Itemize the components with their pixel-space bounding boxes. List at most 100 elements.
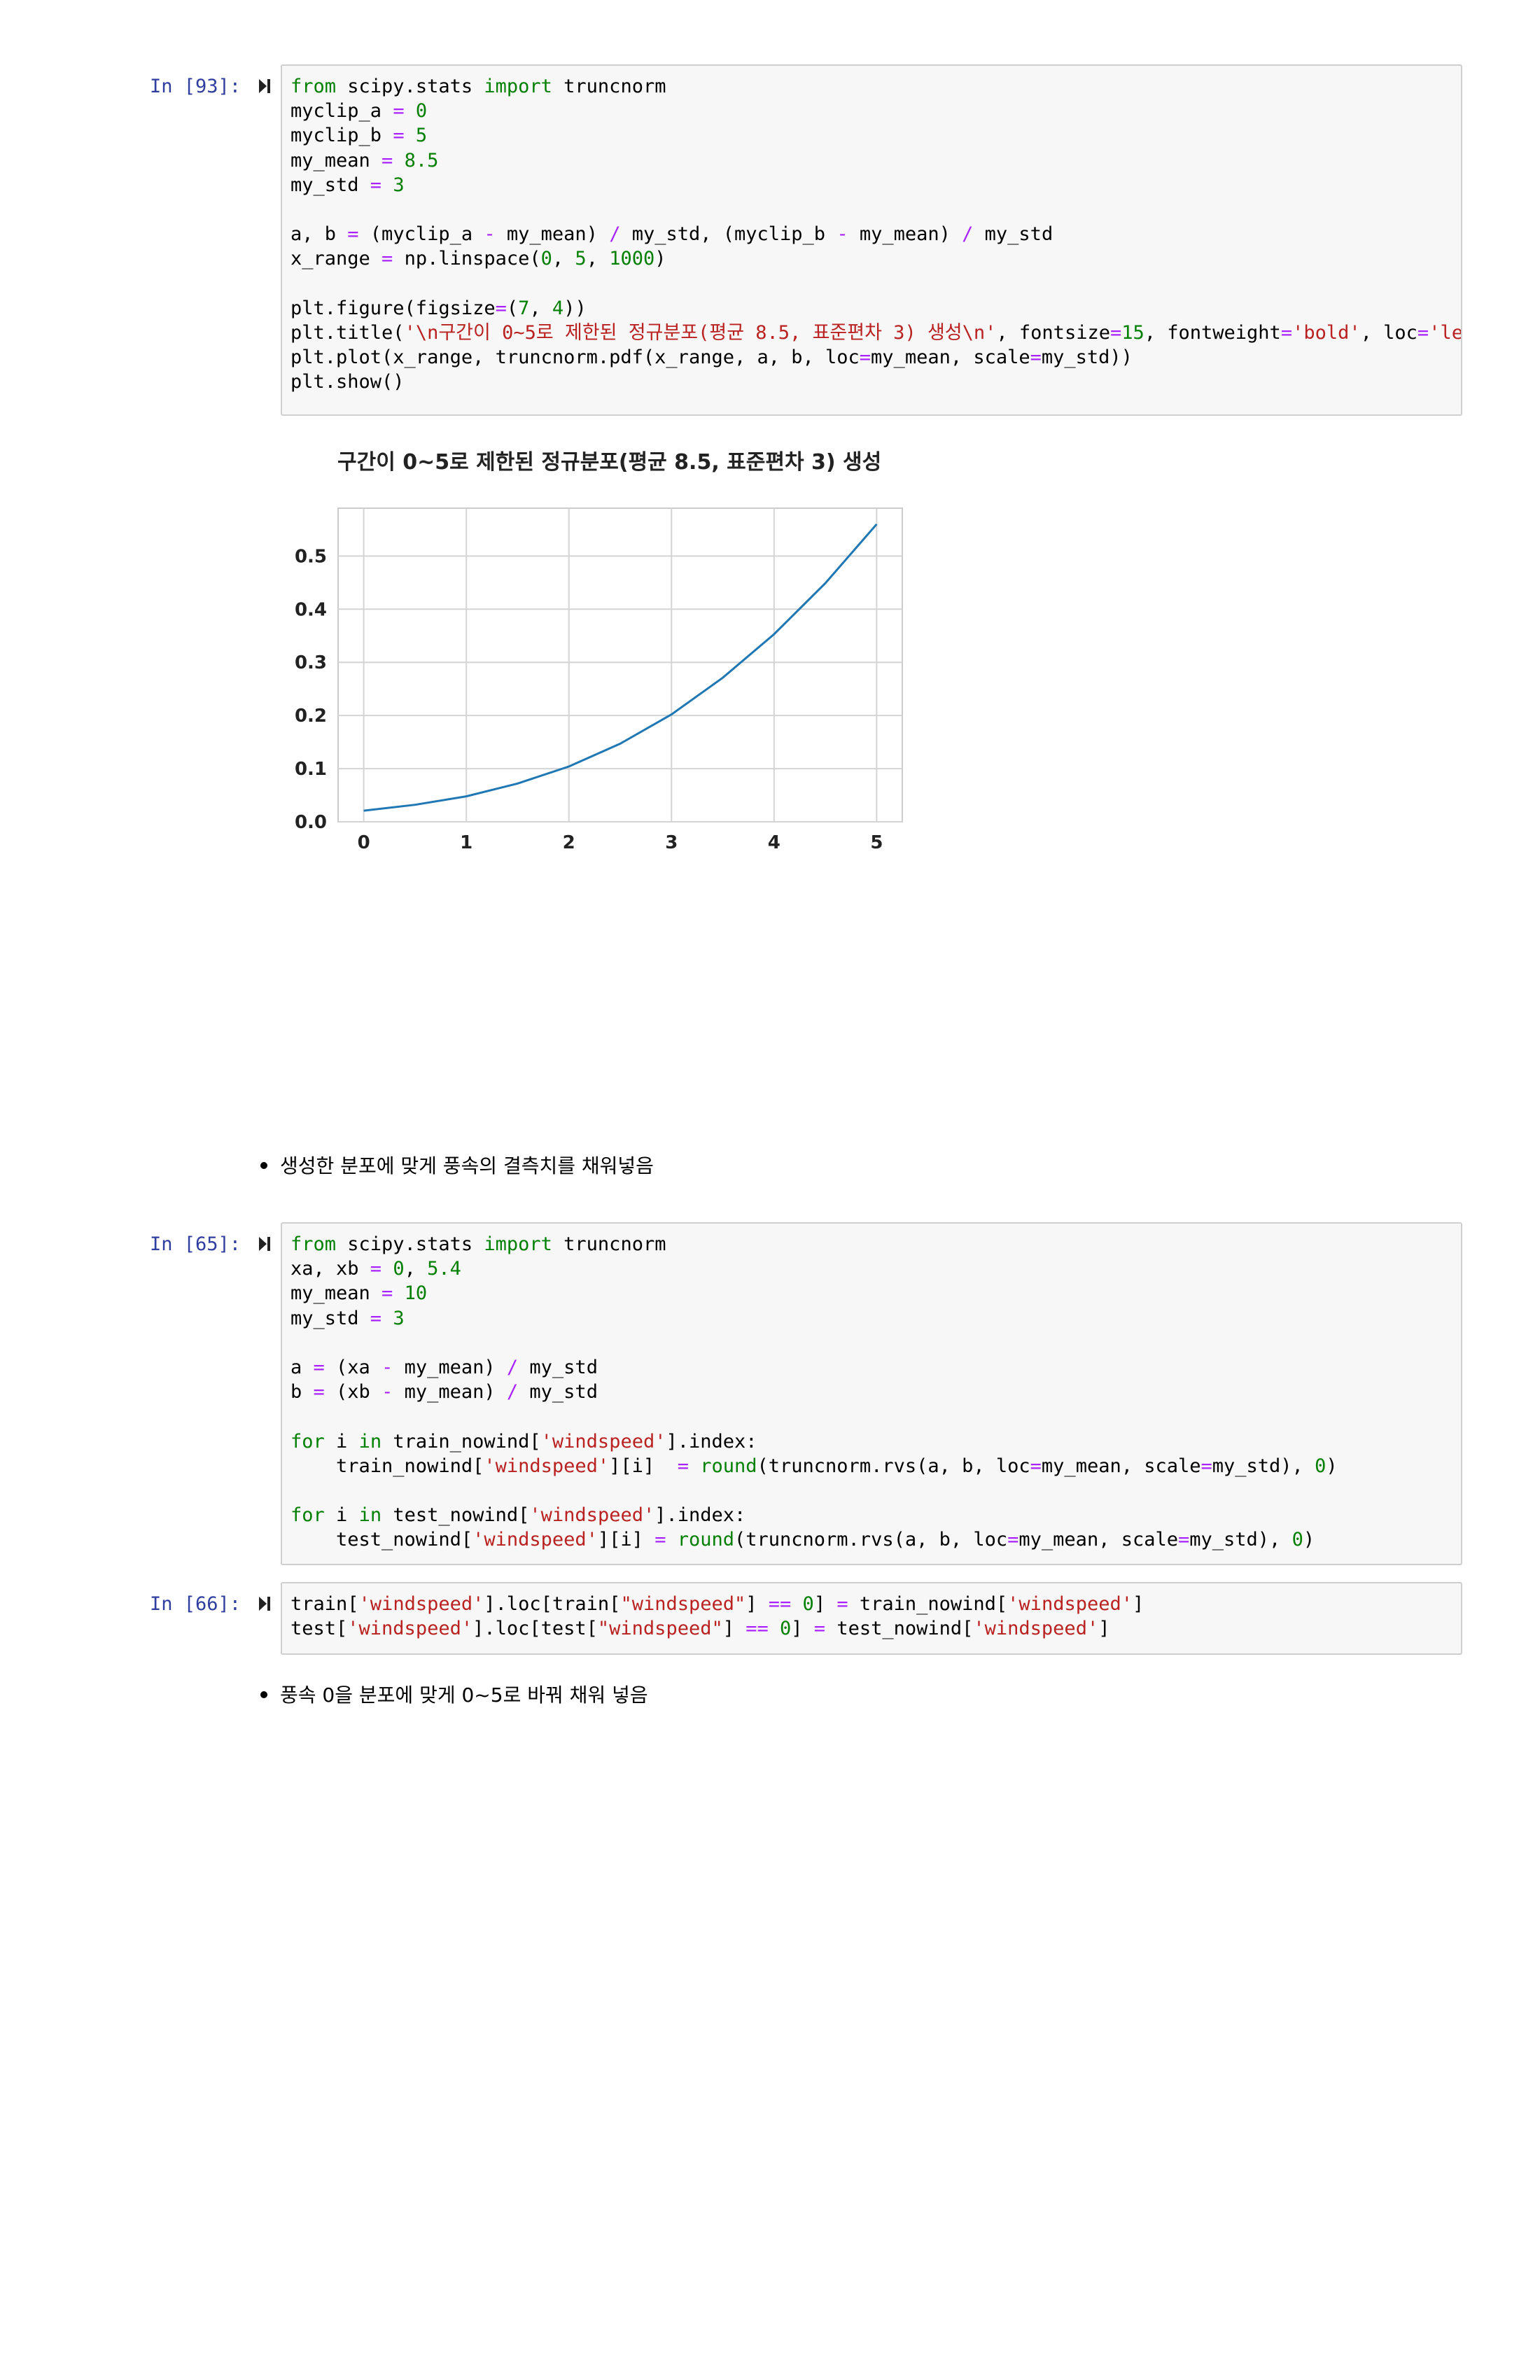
y-tick-label: 0.2 xyxy=(295,706,327,727)
code-token: '\n구간이 0~5로 제한된 정규분포(평균 8.5, 표준편차 3) 생성\… xyxy=(404,322,997,344)
cell-prompt: In [65]: xyxy=(150,1233,241,1255)
code-line: plt.figure(figsize=(7, 4)) xyxy=(290,296,1452,321)
code-line xyxy=(290,1331,1452,1355)
code-token: - xyxy=(836,223,848,246)
code-token: ] xyxy=(1098,1618,1110,1640)
code-token: = xyxy=(836,1593,848,1615)
code-line: test_nowind['windspeed'][i] = round(trun… xyxy=(290,1527,1452,1552)
code-token: my_mean, scale xyxy=(1041,1455,1201,1477)
chart-title: 구간이 0~5로 제한된 정규분포(평균 8.5, 표준편차 3) 생성 xyxy=(337,450,881,475)
code-token: truncnorm xyxy=(552,1233,666,1255)
code-token: ) xyxy=(1303,1529,1315,1551)
code-token: 4 xyxy=(552,297,564,319)
code-cell[interactable]: train['windspeed'].loc[train["windspeed"… xyxy=(281,1582,1462,1655)
code-token: myclip_b xyxy=(290,125,393,147)
code-editor[interactable]: train['windspeed'].loc[train["windspeed"… xyxy=(282,1583,1461,1649)
code-token: (xb xyxy=(324,1381,382,1404)
code-token: my_std xyxy=(518,1357,598,1378)
code-line xyxy=(290,1478,1452,1503)
code-token: = xyxy=(1177,1529,1190,1551)
code-token: , xyxy=(586,248,610,270)
chart-output: 구간이 0~5로 제한된 정규분포(평균 8.5, 표준편차 3) 생성 0 1 2 3… xyxy=(280,441,924,875)
code-token: = xyxy=(382,248,393,270)
code-token: my_std)) xyxy=(1041,346,1133,369)
code-token: = xyxy=(1110,322,1122,344)
code-token: np.linspace( xyxy=(393,248,541,270)
code-token: / xyxy=(506,1357,519,1378)
code-token: = xyxy=(370,1307,382,1329)
code-line: test['windspeed'].loc[test["windspeed"] … xyxy=(290,1616,1452,1641)
code-token: 0 xyxy=(415,100,428,122)
code-token: in xyxy=(358,1430,382,1452)
code-token: 0 xyxy=(1315,1455,1326,1477)
code-token: my_mean, scale xyxy=(871,346,1030,369)
code-token: test_nowind[ xyxy=(382,1504,530,1527)
code-token: "windspeed" xyxy=(597,1618,723,1640)
code-token: for xyxy=(290,1504,325,1527)
code-token: = xyxy=(1030,346,1042,369)
code-line: train_nowind['windspeed'][i] = round(tru… xyxy=(290,1454,1452,1478)
code-token: train_nowind[ xyxy=(382,1430,541,1452)
code-token: test_nowind[ xyxy=(290,1529,473,1551)
code-token xyxy=(382,174,393,196)
code-token: plt.plot(x_range, truncnorm.pdf(x_range,… xyxy=(290,346,860,369)
code-token: ) xyxy=(1326,1455,1338,1477)
run-cell-icon[interactable] xyxy=(258,1595,272,1612)
x-tick-label: 5 xyxy=(870,832,883,853)
code-token xyxy=(393,150,404,172)
markdown-bullet: 생성한 분포에 맞게 풍속의 결측치를 채워넣음 xyxy=(260,1154,654,1179)
code-token: = xyxy=(313,1381,325,1404)
code-token: , xyxy=(552,248,575,270)
code-token: 1000 xyxy=(609,248,655,270)
code-token: = xyxy=(813,1618,826,1640)
code-token xyxy=(769,1618,780,1639)
code-token xyxy=(689,1455,700,1477)
code-token: / xyxy=(962,223,974,246)
code-token xyxy=(405,125,416,146)
code-token: == xyxy=(768,1593,792,1615)
code-token xyxy=(791,1593,802,1615)
code-token: a xyxy=(290,1357,314,1378)
code-cell[interactable]: from scipy.stats import truncnorm xa, xb … xyxy=(281,1222,1462,1565)
y-tick-label: 0.0 xyxy=(295,812,327,833)
code-token: (myclip_a xyxy=(358,223,484,246)
code-line: a = (xa - my_mean) / my_std xyxy=(290,1355,1452,1380)
code-token: = xyxy=(370,1258,382,1280)
code-token: x_range xyxy=(290,248,382,270)
code-token: 'bold' xyxy=(1292,322,1361,344)
run-cell-icon[interactable] xyxy=(258,78,272,94)
code-cell[interactable]: from scipy.stats import truncnorm myclip_… xyxy=(281,64,1462,416)
code-token: round xyxy=(700,1455,757,1477)
code-token: == xyxy=(746,1618,769,1640)
code-token: ] xyxy=(813,1593,837,1615)
code-token: (truncnorm.rvs(a, b, loc xyxy=(734,1529,1008,1551)
code-editor[interactable]: from scipy.stats import truncnorm xa, xb … xyxy=(282,1224,1461,1561)
code-token: round xyxy=(677,1529,734,1551)
x-tick-label: 3 xyxy=(665,832,678,853)
code-token: xa, xb xyxy=(290,1258,370,1280)
code-token: a, b xyxy=(290,223,348,246)
code-editor[interactable]: from scipy.stats import truncnorm myclip_… xyxy=(282,66,1461,403)
code-token: my_mean xyxy=(290,1282,382,1305)
code-token: train_nowind[ xyxy=(290,1455,484,1477)
code-token: my_std), xyxy=(1189,1529,1292,1551)
code-token: = xyxy=(393,125,405,147)
code-token: )) xyxy=(564,297,587,319)
code-token: in xyxy=(358,1504,382,1527)
code-line: plt.show() xyxy=(290,370,1452,394)
bullet-dot xyxy=(260,1691,267,1698)
code-line: xa, xb = 0, 5.4 xyxy=(290,1256,1452,1281)
code-token: 0 xyxy=(780,1618,792,1640)
code-token: plt.title( xyxy=(290,322,405,344)
y-tick-label: 0.5 xyxy=(295,546,327,567)
code-token: , fontweight xyxy=(1144,322,1281,344)
code-token: from xyxy=(290,76,337,97)
code-token: scipy.stats xyxy=(336,76,484,97)
code-token: = xyxy=(370,174,382,196)
code-line: plt.title('\n구간이 0~5로 제한된 정규분포(평균 8.5, 표… xyxy=(290,321,1461,345)
code-token: my_mean xyxy=(290,149,382,172)
code-token: my_std xyxy=(973,223,1054,246)
bullet-dot xyxy=(260,1162,267,1169)
run-cell-icon[interactable] xyxy=(258,1236,272,1252)
code-line: my_mean = 8.5 xyxy=(290,148,1452,173)
